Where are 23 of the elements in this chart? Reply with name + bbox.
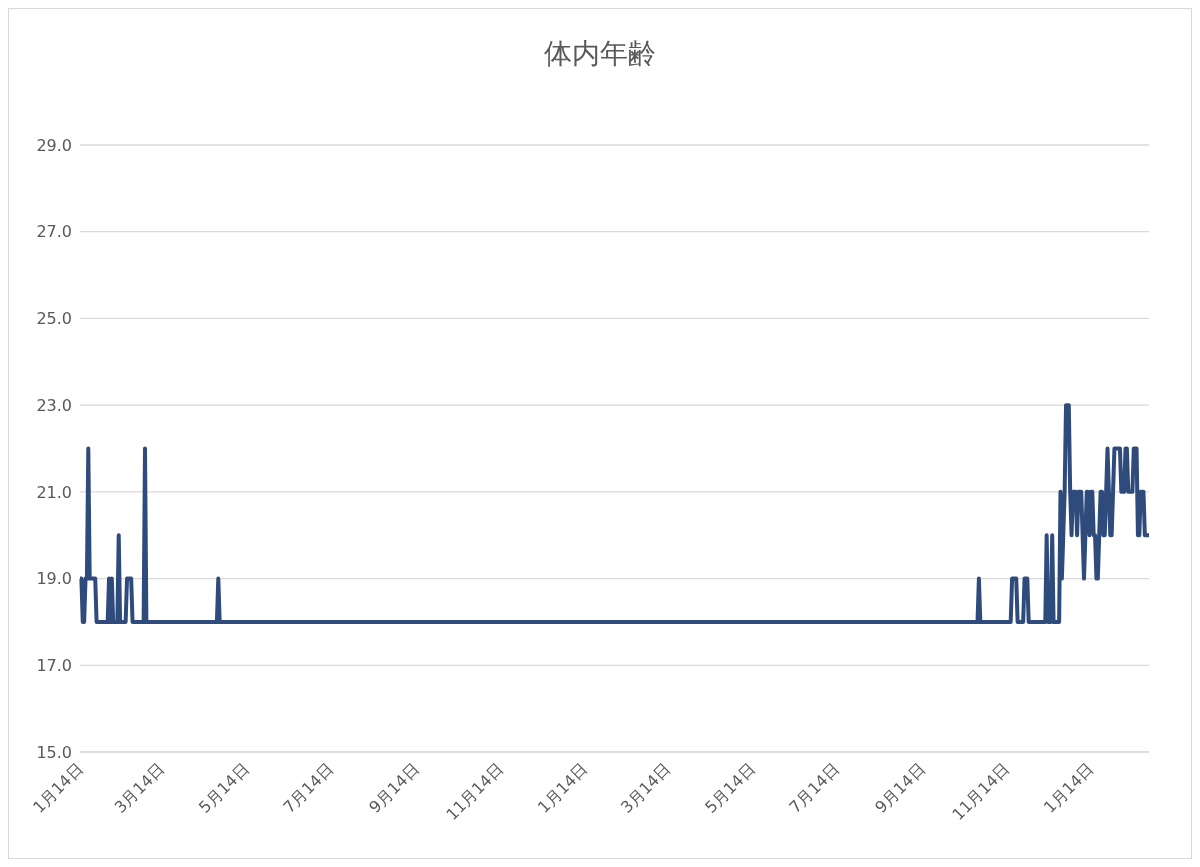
x-tick-label: 9月14日 [871, 759, 929, 817]
x-tick-label: 5月14日 [701, 759, 759, 817]
x-tick-label: 1月14日 [1039, 759, 1098, 817]
x-tick-label: 1月14日 [29, 759, 87, 817]
y-tick-label: 25.0 [36, 309, 72, 329]
x-tick-label: 11月14日 [948, 759, 1014, 825]
chart-title: 体内年齢 [543, 36, 657, 72]
x-tick-label: 3月14日 [110, 759, 169, 817]
y-tick-label: 19.0 [36, 569, 72, 589]
y-tick-label: 15.0 [36, 742, 72, 762]
y-tick-label: 21.0 [36, 482, 72, 502]
y-tick-label: 29.0 [36, 135, 72, 155]
x-tick-label: 7月14日 [279, 759, 338, 817]
x-tick-label: 9月14日 [365, 759, 423, 817]
x-tick-label: 1月14日 [533, 759, 592, 817]
y-tick-label: 17.0 [36, 655, 72, 675]
y-tick-label: 23.0 [36, 395, 72, 415]
x-tick-label: 5月14日 [195, 759, 253, 817]
x-tick-label: 7月14日 [785, 759, 844, 817]
x-tick-label: 3月14日 [616, 759, 675, 817]
y-tick-label: 27.0 [36, 222, 72, 242]
x-tick-label: 11月14日 [442, 759, 508, 825]
line-series [78, 403, 1151, 624]
